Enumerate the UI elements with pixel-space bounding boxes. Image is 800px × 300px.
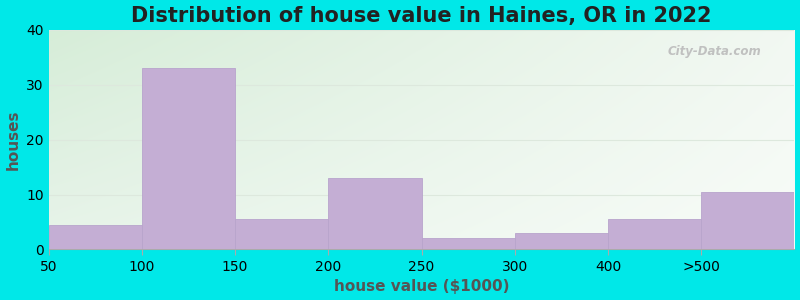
Y-axis label: houses: houses <box>6 110 21 170</box>
Bar <box>49 225 142 250</box>
Bar <box>142 68 235 250</box>
Bar <box>328 178 422 250</box>
Bar <box>608 219 702 250</box>
Bar <box>422 238 514 250</box>
Bar <box>514 233 608 250</box>
Bar <box>702 192 794 250</box>
X-axis label: house value ($1000): house value ($1000) <box>334 279 510 294</box>
Text: City-Data.com: City-Data.com <box>668 45 762 58</box>
Title: Distribution of house value in Haines, OR in 2022: Distribution of house value in Haines, O… <box>131 6 712 26</box>
Bar <box>235 219 328 250</box>
